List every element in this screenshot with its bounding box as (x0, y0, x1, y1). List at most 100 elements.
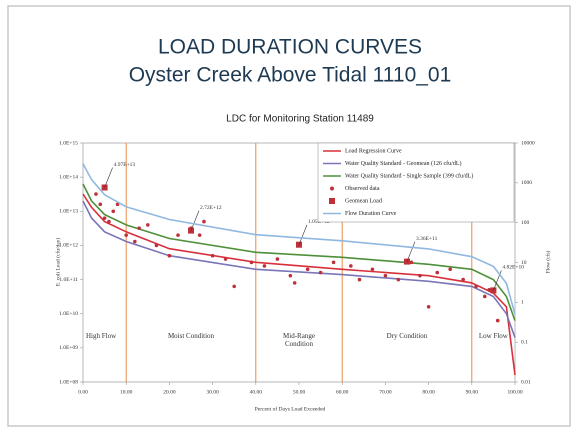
observed-point (482, 294, 487, 299)
observed-point (176, 233, 180, 237)
callout-line (104, 167, 113, 188)
legend-label: Observed data (345, 186, 380, 192)
observed-point (102, 216, 107, 220)
observed-point (331, 260, 336, 265)
observed-point (232, 284, 236, 289)
observed-point (435, 270, 440, 275)
region-label: Dry Condition (386, 332, 428, 340)
x-tick-label: 20.00 (163, 389, 176, 395)
observed-point (461, 277, 465, 282)
observed-point (223, 257, 228, 261)
y-tick-label: 1.0E+10 (59, 311, 78, 317)
x-tick-label: 60.00 (336, 389, 349, 395)
observed-point (154, 243, 159, 248)
x-tick-label: 10.00 (120, 389, 133, 395)
legend-box (317, 142, 515, 223)
x-axis-label: Percent of Days Load Exceeded (255, 405, 326, 412)
observed-point (146, 223, 150, 227)
callout-line (298, 224, 308, 245)
observed-point (409, 260, 414, 265)
observed-point (418, 273, 422, 278)
y2-axis-label: Flow (cfs) (544, 250, 551, 273)
y-axis-label: E. coli Load (cfu/day) (54, 238, 61, 287)
x-tick-label: 90.00 (466, 389, 479, 395)
observed-point (167, 253, 172, 258)
observed-point (487, 288, 491, 292)
series-line (82, 163, 516, 315)
callout-line (493, 270, 502, 291)
legend-label: Flow Duration Curve (345, 211, 397, 217)
observed-point (474, 284, 478, 289)
y-tick-label: 1.0E+14 (59, 174, 78, 180)
legend-label: Water Quality Standard - Geomean (126 cf… (345, 160, 461, 167)
observed-point (357, 277, 362, 282)
observed-point (318, 270, 323, 275)
legend-swatch (329, 198, 335, 204)
series-line (82, 183, 516, 321)
x-tick-label: 70.00 (379, 389, 392, 395)
observed-point (448, 267, 453, 272)
y2-tick-label: 1000 (521, 180, 532, 186)
callout-line (406, 241, 416, 262)
y-tick-label: 1.0E+13 (59, 209, 78, 215)
observed-point (115, 202, 120, 207)
slide-title: LOAD DURATION CURVES (158, 36, 422, 59)
observed-point (107, 219, 111, 224)
observed-point (124, 233, 128, 237)
x-tick-label: 100.00 (507, 389, 522, 395)
observed-point (396, 277, 401, 282)
slide-subtitle: Oyster Creek Above Tidal 1110_01 (129, 64, 452, 87)
observed-point (275, 257, 280, 261)
x-tick-label: 40.00 (250, 389, 263, 395)
chart-title: LDC for Monitoring Station 11489 (226, 114, 374, 125)
region-label: Moist Condition (167, 332, 215, 340)
geomean-label: 4.97E+13 (114, 162, 136, 168)
y-tick-label: 1.0E+08 (59, 379, 78, 385)
region-label: High Flow (86, 332, 117, 340)
callout-line (190, 210, 200, 231)
y2-tick-label: 10 (521, 260, 527, 266)
geomean-label: 2.72E+12 (200, 205, 222, 211)
observed-point (94, 192, 98, 196)
legend-label: Load Regression Curve (345, 148, 402, 154)
observed-point (133, 239, 137, 244)
y-tick-label: 1.0E+12 (59, 243, 78, 249)
observed-point (495, 318, 500, 323)
observed-point (202, 219, 206, 224)
observed-point (383, 273, 388, 278)
y2-tick-label: 100 (521, 220, 530, 226)
region-label: Low Flow (478, 332, 508, 340)
observed-point (197, 233, 202, 237)
observed-point (305, 267, 310, 272)
series-line (82, 200, 516, 338)
series-line (82, 193, 516, 376)
legend-label: Geomean Load (345, 198, 382, 204)
x-tick-label: 30.00 (206, 389, 219, 395)
observed-point (262, 264, 267, 268)
x-tick-label: 50.00 (293, 389, 306, 395)
legend-swatch (330, 186, 334, 191)
y2-tick-label: 0.1 (521, 339, 528, 345)
observed-point (370, 267, 375, 272)
y-tick-label: 1.0E+09 (59, 345, 78, 351)
y2-tick-label: 10000 (521, 140, 535, 146)
observed-point (111, 209, 116, 214)
observed-point (426, 304, 431, 309)
observed-point (292, 281, 297, 285)
y-tick-label: 1.0E+11 (59, 277, 78, 283)
observed-point (288, 273, 293, 278)
observed-point (137, 226, 141, 230)
legend-label: Water Quality Standard - Single Sample (… (345, 172, 473, 179)
geomean-label: 3.36E+11 (416, 236, 438, 242)
y2-tick-label: 1 (521, 300, 524, 306)
y2-tick-label: 0.01 (521, 379, 531, 385)
observed-point (98, 202, 103, 207)
region-label: Mid-Range Condition (283, 332, 315, 348)
x-tick-label: 80.00 (422, 389, 435, 395)
observed-point (349, 264, 353, 268)
y-tick-label: 1.0E+15 (59, 140, 78, 146)
x-tick-label: 0.00 (78, 389, 88, 395)
geomean-label: 4.82E+10 (502, 265, 524, 271)
observed-point (210, 253, 215, 258)
